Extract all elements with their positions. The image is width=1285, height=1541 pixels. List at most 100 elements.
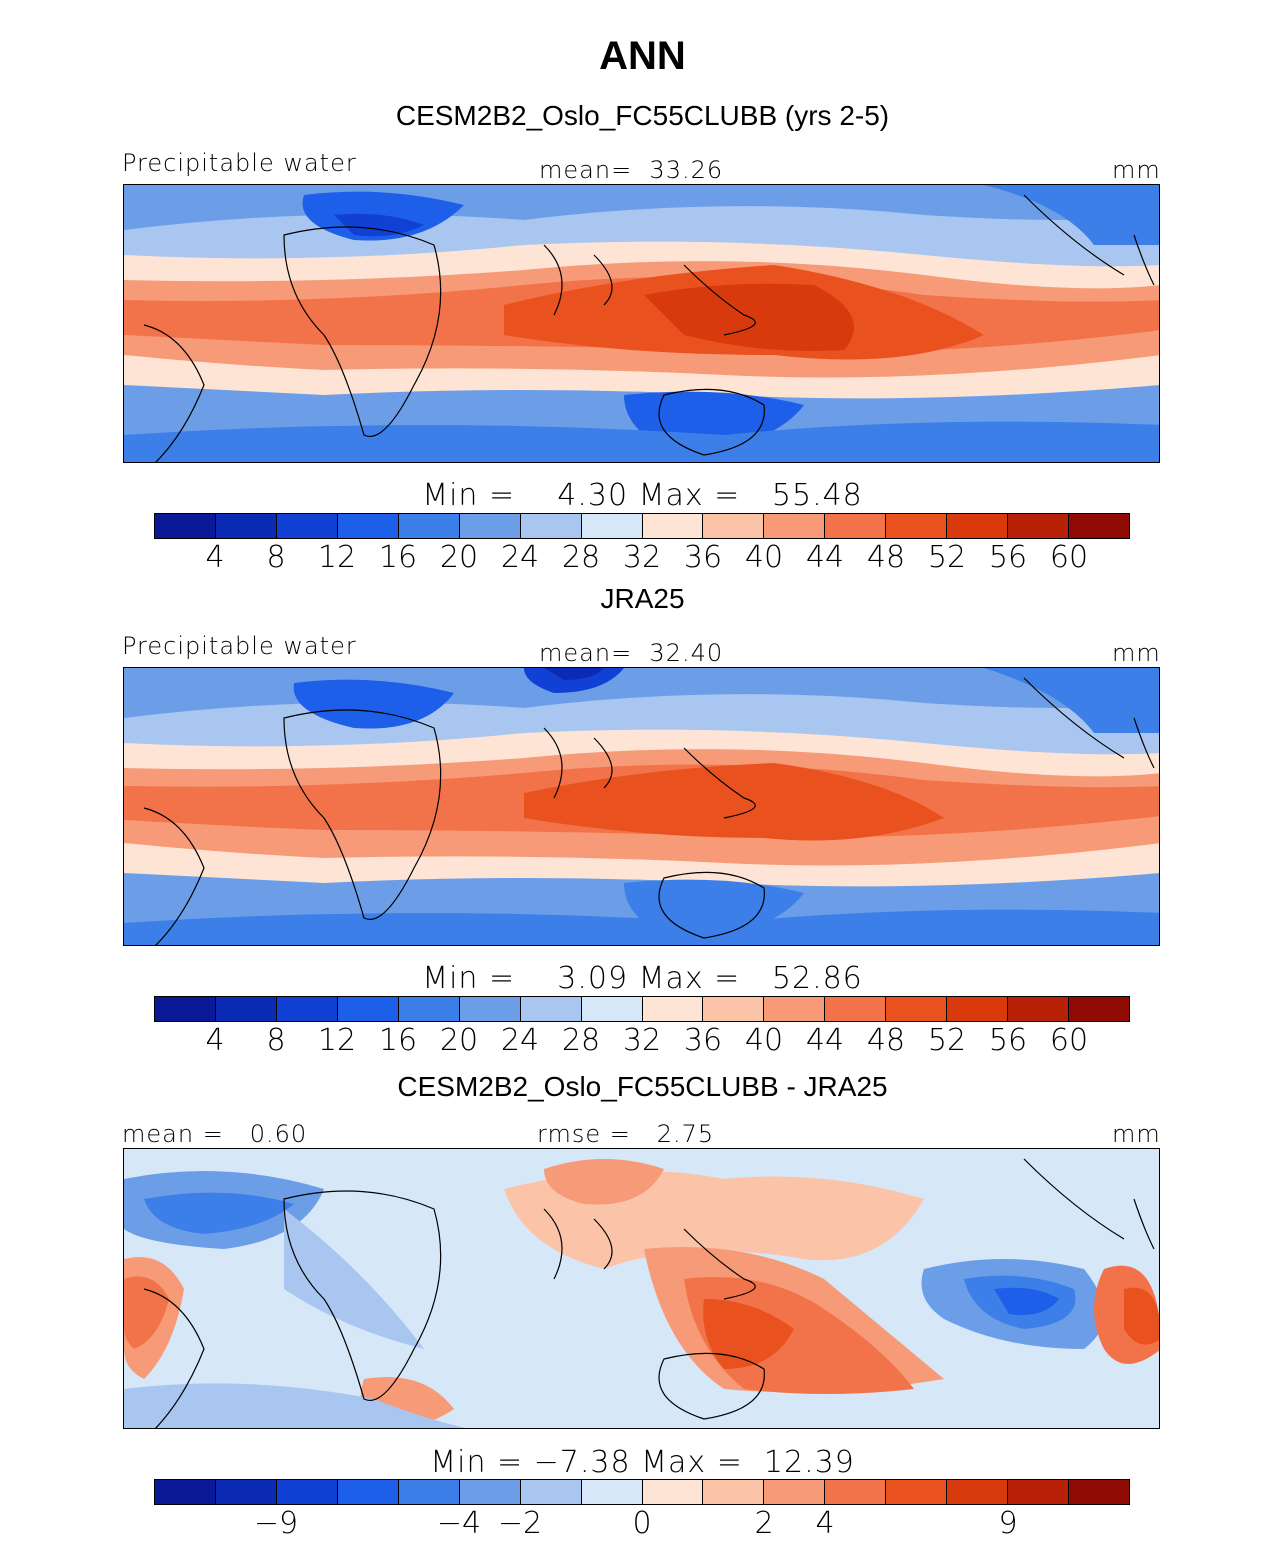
colorbar-segment — [764, 997, 826, 1021]
colorbar-segment — [581, 514, 643, 538]
colorbar-tick-label: 9 — [998, 1506, 1018, 1541]
panel-3-colorbar — [154, 1479, 1130, 1505]
colorbar-tick-label: 40 — [744, 540, 784, 575]
colorbar-segment — [459, 514, 521, 538]
colorbar-tick-label: 4 — [205, 1023, 225, 1058]
colorbar-tick-label: 8 — [266, 1023, 286, 1058]
panel-2-colorbar — [154, 996, 1130, 1022]
colorbar-segment — [703, 997, 765, 1021]
colorbar-segment — [1069, 997, 1129, 1021]
colorbar-tick-label: 32 — [622, 1023, 662, 1058]
colorbar-segment — [947, 514, 1009, 538]
panel-1-colorbar-labels: 4 8 12 16 20 24 28 32 36 40 44 48 52 56 60 — [154, 540, 1130, 575]
panel-2-units: mm — [1112, 639, 1161, 667]
colorbar-tick-label: 56 — [988, 540, 1028, 575]
colorbar-segment — [581, 997, 643, 1021]
colorbar-segment — [337, 1480, 399, 1504]
colorbar-tick-label: 4 — [815, 1506, 835, 1541]
panel-3-rmse-label: rmse = 2.75 — [537, 1120, 715, 1148]
colorbar-tick-label: −2 — [497, 1506, 543, 1541]
panel-1-contour-field — [124, 185, 1159, 462]
panel-2-colorbar-labels: 4 8 12 16 20 24 28 32 36 40 44 48 52 56 60 — [154, 1023, 1130, 1058]
colorbar-segment — [764, 514, 826, 538]
colorbar-segment — [947, 997, 1009, 1021]
colorbar-tick-label: 20 — [439, 1023, 479, 1058]
panel-2-minmax: Min = 3.09 Max = 52.86 — [422, 961, 863, 996]
colorbar-segment — [337, 997, 399, 1021]
colorbar-segment — [215, 1480, 277, 1504]
panel-3-colorbar-labels: −9 −4 −2 0 2 4 9 — [154, 1506, 1130, 1541]
panel-1-colorbar — [154, 513, 1130, 539]
colorbar-segment — [155, 997, 216, 1021]
colorbar-segment — [825, 997, 887, 1021]
colorbar-segment — [825, 514, 887, 538]
panel-2-map — [123, 667, 1160, 946]
colorbar-segment — [703, 1480, 765, 1504]
colorbar-segment — [398, 1480, 460, 1504]
colorbar-tick-label: 52 — [927, 1023, 967, 1058]
colorbar-segment — [642, 1480, 704, 1504]
colorbar-segment — [337, 514, 399, 538]
colorbar-segment — [825, 1480, 887, 1504]
colorbar-segment — [155, 1480, 216, 1504]
panel-2-mean-label: mean= 32.40 — [539, 639, 724, 667]
colorbar-tick-label: 52 — [927, 540, 967, 575]
colorbar-segment — [215, 514, 277, 538]
panel-3-title: CESM2B2_Oslo_FC55CLUBB - JRA25 — [397, 1071, 888, 1102]
colorbar-segment — [1008, 1480, 1070, 1504]
colorbar-tick-label: 28 — [561, 1023, 601, 1058]
colorbar-tick-label: 40 — [744, 1023, 784, 1058]
colorbar-tick-label: 24 — [500, 540, 540, 575]
colorbar-tick-label: 44 — [805, 540, 845, 575]
colorbar-tick-label: 16 — [378, 540, 418, 575]
colorbar-segment — [764, 1480, 826, 1504]
colorbar-segment — [459, 997, 521, 1021]
colorbar-segment — [1069, 1480, 1129, 1504]
colorbar-segment — [581, 1480, 643, 1504]
panel-2-title: JRA25 — [600, 583, 685, 614]
panel-1-minmax: Min = 4.30 Max = 55.48 — [422, 478, 863, 513]
colorbar-segment — [398, 514, 460, 538]
colorbar-tick-label: 0 — [632, 1506, 652, 1541]
colorbar-segment — [155, 514, 216, 538]
panel-3-units: mm — [1112, 1120, 1161, 1148]
panel-3-contour-field — [124, 1149, 1159, 1428]
colorbar-tick-label: 36 — [683, 540, 723, 575]
colorbar-tick-label: 60 — [1049, 1023, 1089, 1058]
colorbar-segment — [276, 997, 338, 1021]
colorbar-segment — [642, 514, 704, 538]
colorbar-tick-label: −9 — [253, 1506, 299, 1541]
colorbar-tick-label: 48 — [866, 1023, 906, 1058]
colorbar-segment — [886, 997, 948, 1021]
panel-1-title: CESM2B2_Oslo_FC55CLUBB (yrs 2-5) — [395, 100, 890, 131]
colorbar-segment — [215, 997, 277, 1021]
colorbar-tick-label: 16 — [378, 1023, 418, 1058]
colorbar-segment — [520, 1480, 582, 1504]
colorbar-tick-label: 56 — [988, 1023, 1028, 1058]
panel-3-map — [123, 1148, 1160, 1429]
colorbar-segment — [703, 514, 765, 538]
colorbar-tick-label: 12 — [317, 1023, 357, 1058]
colorbar-tick-label: 12 — [317, 540, 357, 575]
colorbar-segment — [520, 514, 582, 538]
colorbar-tick-label: 2 — [754, 1506, 774, 1541]
colorbar-tick-label: −4 — [436, 1506, 482, 1541]
colorbar-segment — [276, 1480, 338, 1504]
colorbar-tick-label: 20 — [439, 540, 479, 575]
colorbar-tick-label: 32 — [622, 540, 662, 575]
panel-1-mean-label: mean= 33.26 — [539, 156, 724, 184]
colorbar-segment — [459, 1480, 521, 1504]
colorbar-tick-label: 24 — [500, 1023, 540, 1058]
colorbar-tick-label: 4 — [205, 540, 225, 575]
panel-3-minmax: Min = −7.38 Max = 12.39 — [430, 1445, 855, 1480]
panel-3-mean-label: mean = 0.60 — [122, 1120, 308, 1148]
colorbar-tick-label: 8 — [266, 540, 286, 575]
colorbar-segment — [276, 514, 338, 538]
colorbar-tick-label: 48 — [866, 540, 906, 575]
panel-1-map — [123, 184, 1160, 463]
colorbar-segment — [398, 997, 460, 1021]
colorbar-tick-label: 36 — [683, 1023, 723, 1058]
panel-1-units: mm — [1112, 156, 1161, 184]
colorbar-segment — [520, 997, 582, 1021]
colorbar-segment — [642, 997, 704, 1021]
